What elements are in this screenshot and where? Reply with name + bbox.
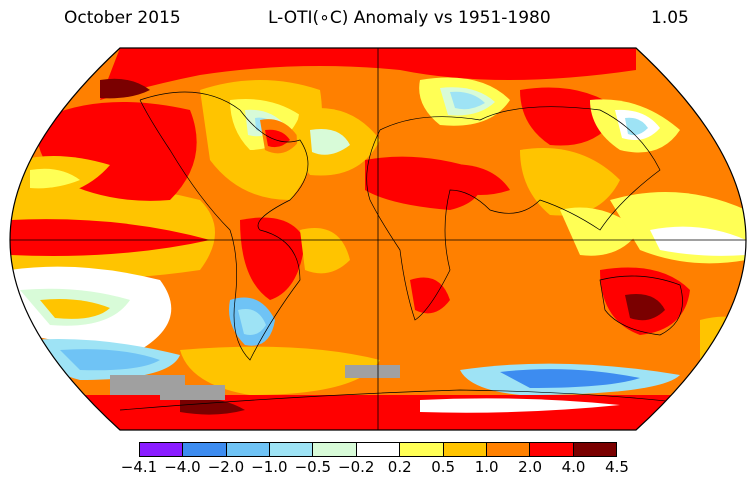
color-swatch xyxy=(443,443,487,456)
map-title: L-OTI(∘C) Anomaly vs 1951-1980 xyxy=(268,8,551,28)
color-swatch xyxy=(270,443,314,456)
color-swatch xyxy=(400,443,444,456)
color-swatch xyxy=(486,443,531,456)
global-mean-anomaly: 1.05 xyxy=(651,8,689,28)
color-scale-label: 0.5 xyxy=(431,458,456,476)
color-scale-label: 1.0 xyxy=(474,458,499,476)
color-scale-label: −0.2 xyxy=(338,458,375,476)
map-date: October 2015 xyxy=(64,8,181,28)
color-scale-label: −1.0 xyxy=(251,458,288,476)
color-scale-bar xyxy=(139,442,617,457)
color-scale-label: 2.0 xyxy=(518,458,543,476)
color-scale-label: −0.5 xyxy=(294,458,332,476)
color-scale-labels: −4.1 −4.0 −2.0 −1.0 −0.5 −0.2 0.2 0.5 1.0 2.0 4.0 4… xyxy=(0,458,756,480)
color-swatch xyxy=(530,443,574,456)
color-scale-label: −4.1 xyxy=(120,458,158,476)
color-swatch xyxy=(573,443,616,456)
color-scale-label: 4.5 xyxy=(605,458,629,476)
color-swatch xyxy=(140,443,184,456)
coastlines xyxy=(119,91,701,411)
color-scale-label: −2.0 xyxy=(207,458,245,476)
color-scale-label: 4.0 xyxy=(561,458,586,476)
color-swatch xyxy=(226,443,271,456)
color-swatch xyxy=(313,443,357,456)
anomaly-map xyxy=(9,47,747,431)
color-swatch xyxy=(356,443,401,456)
color-scale-label: 0.2 xyxy=(387,458,412,476)
color-swatch xyxy=(183,443,227,456)
color-scale-label: −4.0 xyxy=(164,458,201,476)
map-border xyxy=(9,47,747,431)
